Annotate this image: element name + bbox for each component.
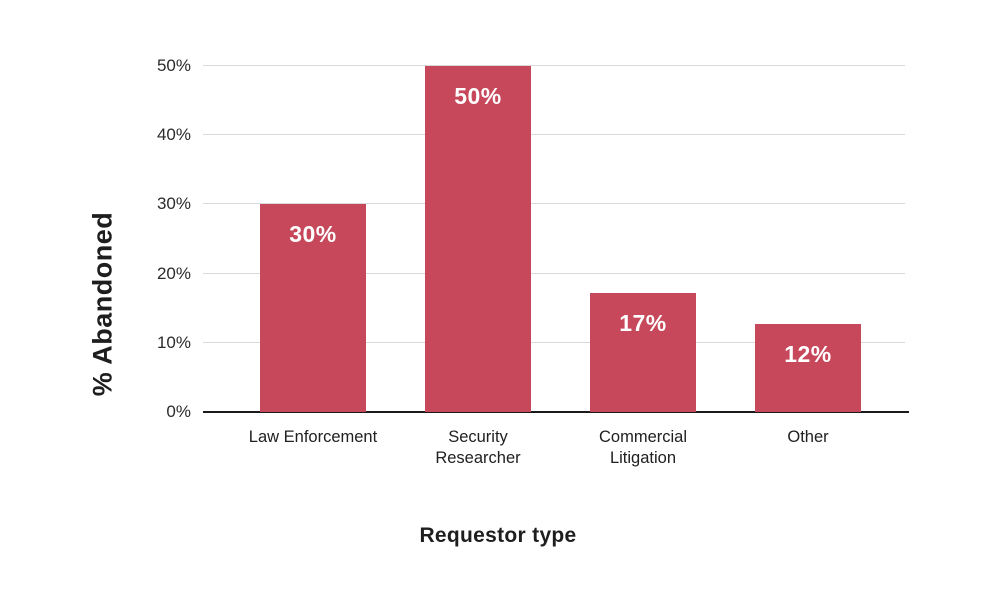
- x-tick-label: Law Enforcement: [248, 428, 378, 446]
- gridline: [203, 203, 905, 205]
- y-tick-label: 10%: [156, 332, 191, 352]
- bar-security-researcher: 50%: [425, 66, 531, 412]
- x-axis-title: Requestor type: [419, 524, 577, 547]
- x-axis-line: [203, 411, 910, 413]
- gridline: [203, 65, 905, 66]
- bar-value-label: 17%: [619, 309, 667, 336]
- y-tick-label: 20%: [156, 263, 191, 283]
- gridline: [203, 134, 905, 136]
- x-tick-label: Other: [787, 428, 829, 446]
- y-tick-label: 30%: [156, 194, 191, 214]
- plot-area: 0% 10% 20% 30% 40% 50% 30% Law Enforcement 50% Se…: [157, 56, 910, 467]
- bar-value-label: 12%: [784, 341, 832, 368]
- y-tick-label: 40%: [156, 125, 191, 145]
- bar-law-enforcement: 30%: [260, 204, 366, 412]
- x-tick-label: Security Researcher: [435, 428, 521, 467]
- y-tick-label: 0%: [166, 402, 191, 421]
- gridline: [203, 341, 905, 343]
- y-axis-title: % Abandoned: [87, 211, 118, 397]
- y-tick-label: 50%: [156, 56, 191, 75]
- bar-value-label: 30%: [289, 221, 337, 248]
- gridline: [203, 272, 905, 274]
- bar-commercial-litigation: 17%: [590, 292, 696, 412]
- bar-value-label: 50%: [454, 83, 502, 109]
- bar-other: 12%: [755, 324, 861, 412]
- x-tick-label: Commercial Litigation: [598, 428, 687, 467]
